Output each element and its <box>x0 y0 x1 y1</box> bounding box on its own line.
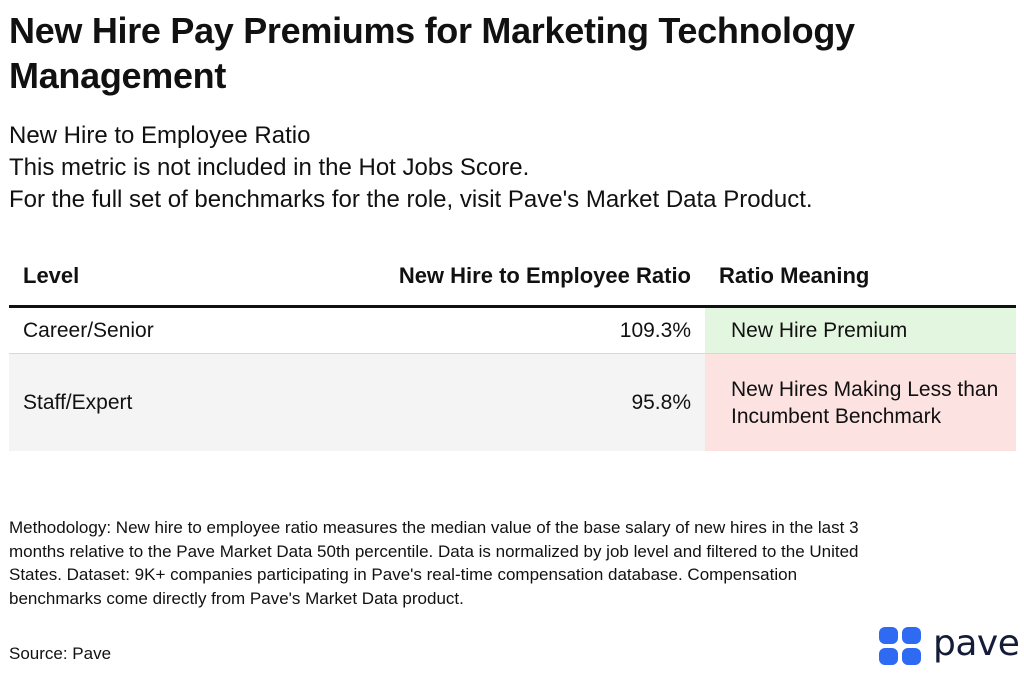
pave-logo-icon <box>879 627 921 665</box>
source-note: Source: Pave <box>9 644 112 663</box>
cell-level: Career/Senior <box>9 306 357 354</box>
table-header-row: Level New Hire to Employee Ratio Ratio M… <box>9 257 1016 307</box>
column-header-level: Level <box>23 263 80 288</box>
cell-meaning-less: New Hires Making Less than Incumbent Ben… <box>705 353 1016 451</box>
table-row: Staff/Expert 95.8% New Hires Making Less… <box>9 353 1016 451</box>
pave-logo: pave <box>879 623 1020 667</box>
subtitle-metric-name: New Hire to Employee Ratio <box>9 122 311 149</box>
chart-title: New Hire Pay Premiums for Marketing Tech… <box>9 10 855 96</box>
cell-level: Staff/Expert <box>9 353 357 451</box>
subtitle-benchmark-note: For the full set of benchmarks for the r… <box>9 186 813 213</box>
methodology-note: Methodology: New hire to employee ratio … <box>9 518 859 608</box>
subtitle-score-note: This metric is not included in the Hot J… <box>9 154 530 181</box>
pave-wordmark: pave <box>933 623 1020 664</box>
cell-meaning-premium: New Hire Premium <box>705 306 1016 354</box>
table-row: Career/Senior 109.3% New Hire Premium <box>9 306 1016 354</box>
column-header-meaning: Ratio Meaning <box>719 263 870 288</box>
subtitle: New Hire to Employee Ratio This metric i… <box>9 120 1009 216</box>
ratio-table: Level New Hire to Employee Ratio Ratio M… <box>9 257 1016 451</box>
cell-ratio: 95.8% <box>357 353 705 451</box>
column-header-ratio: New Hire to Employee Ratio <box>398 263 691 288</box>
cell-ratio: 109.3% <box>357 306 705 354</box>
